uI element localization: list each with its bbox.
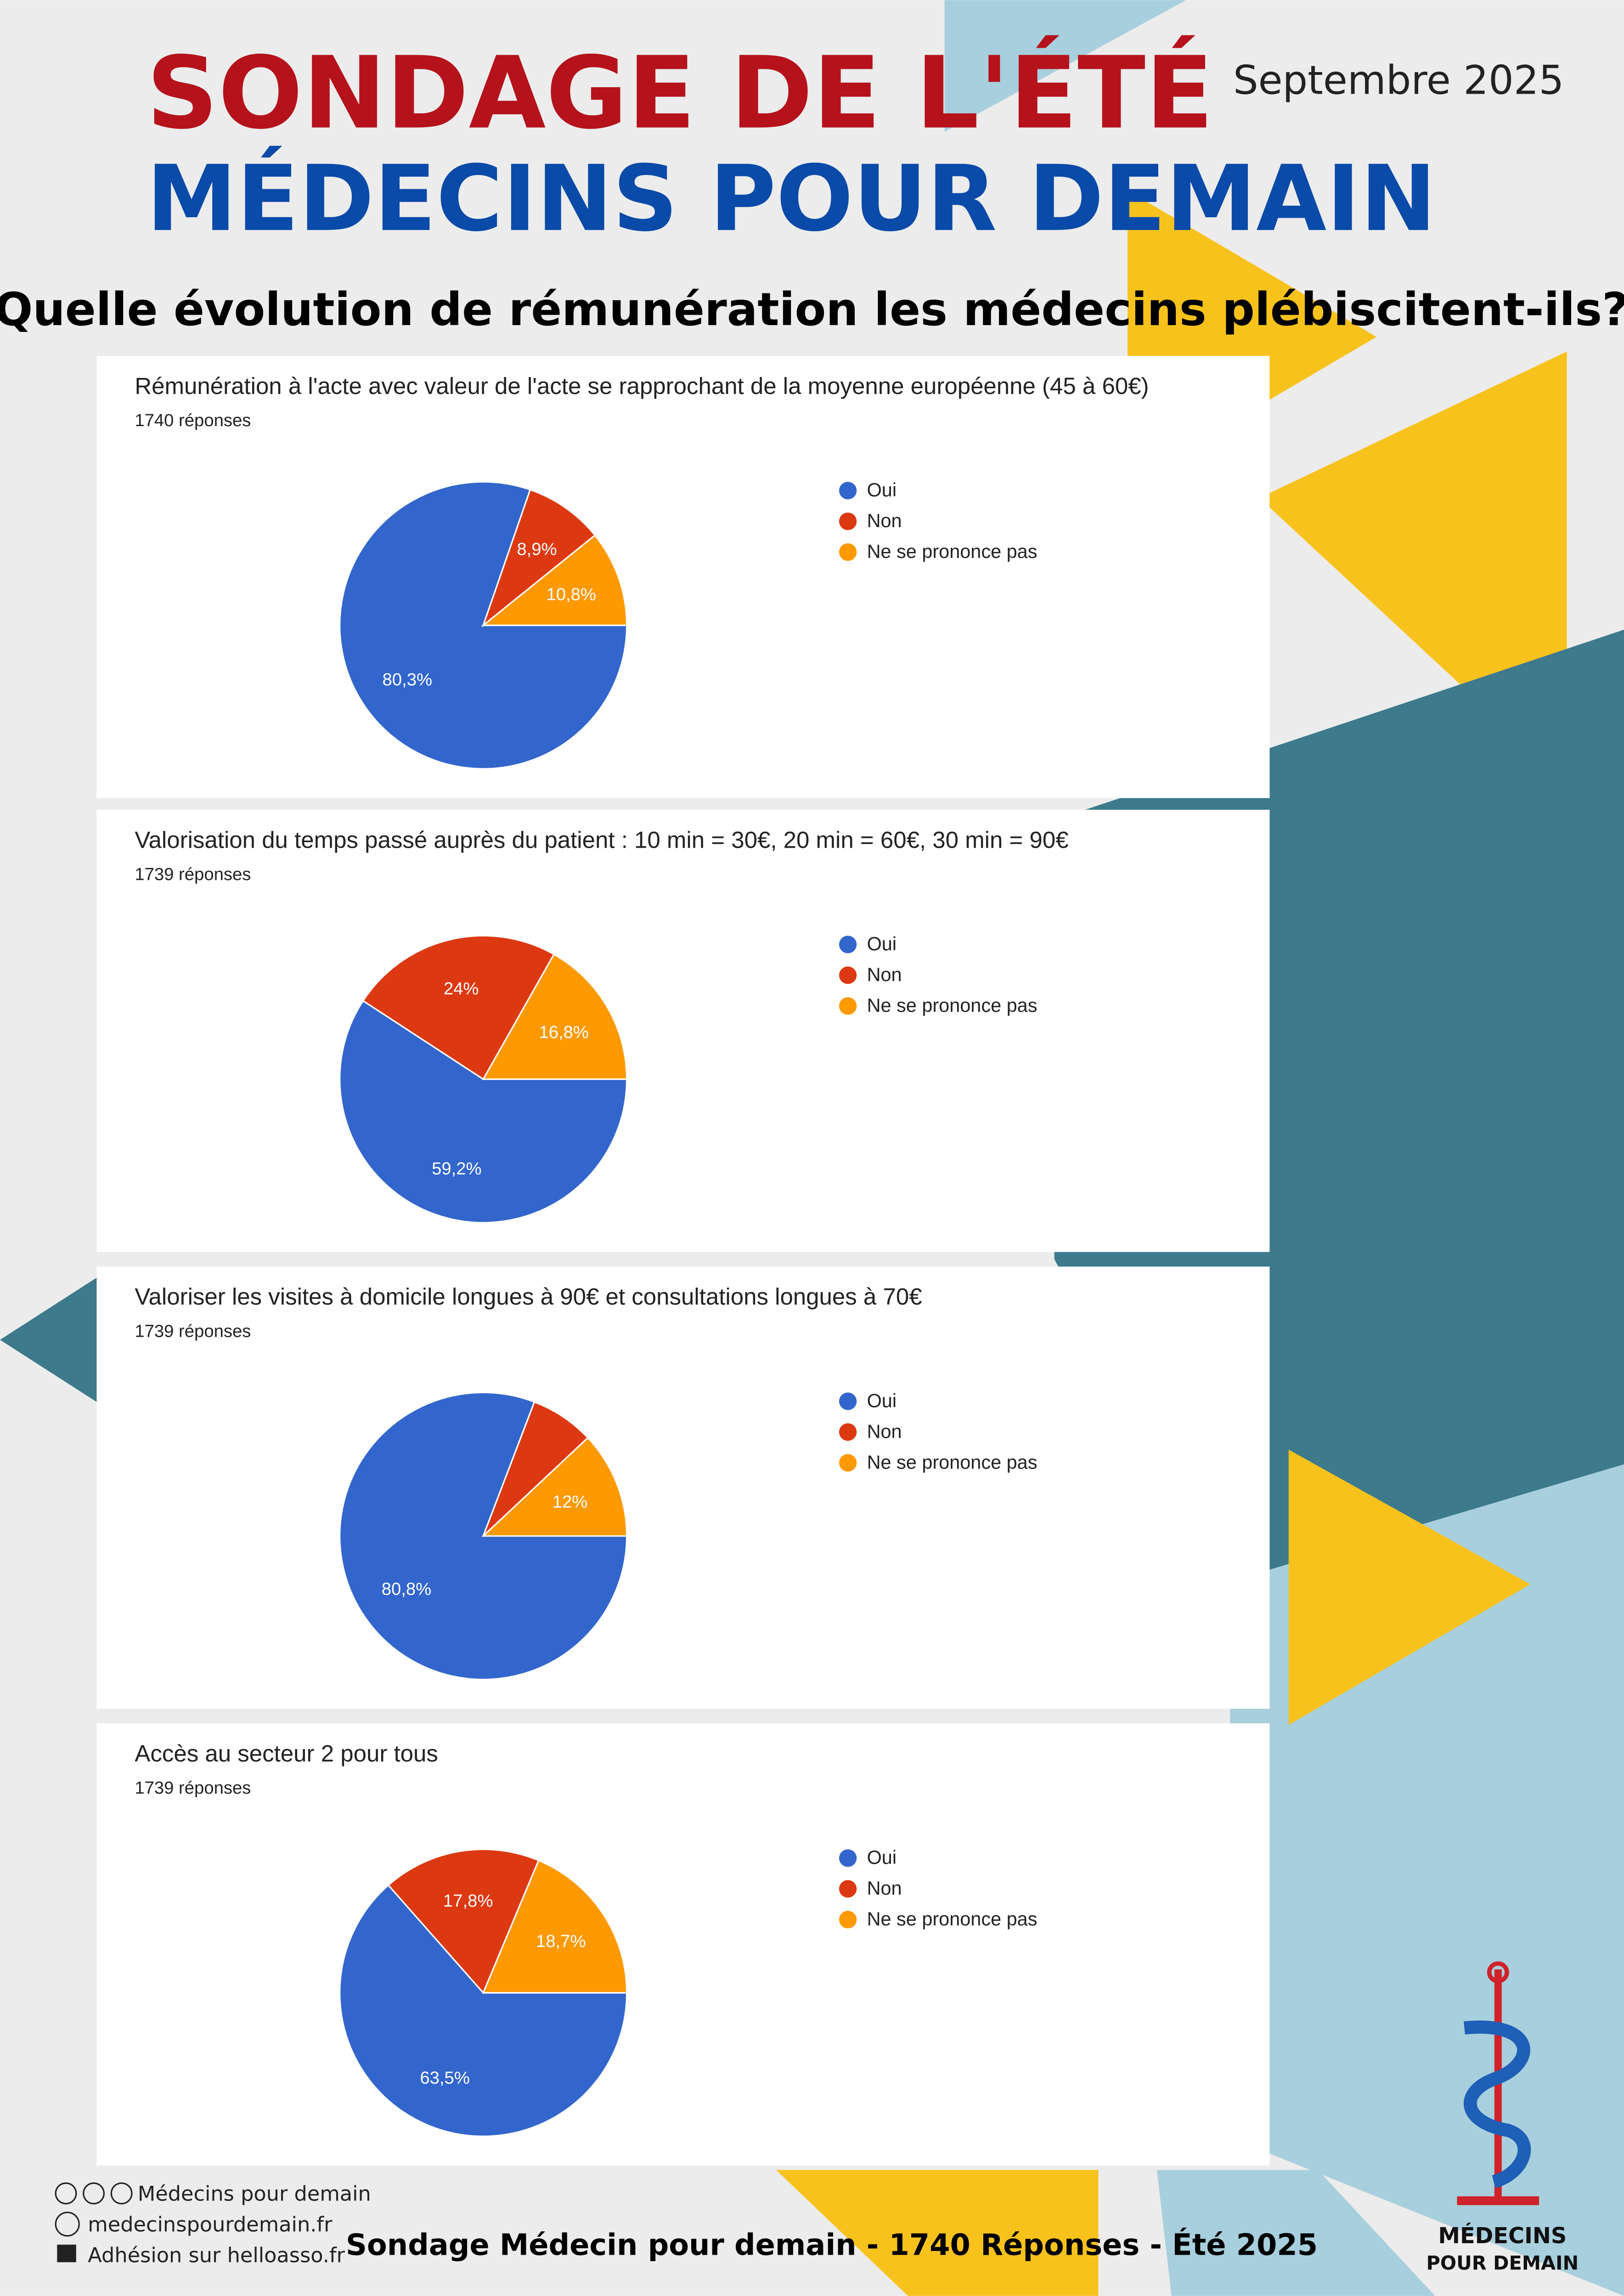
legend-swatch	[839, 512, 857, 530]
decor	[776, 2170, 1099, 2296]
legend-label: Ne se prononce pas	[867, 994, 1038, 1016]
legend-swatch	[839, 966, 857, 984]
legend-label: Non	[867, 964, 902, 985]
value-label: 24%	[444, 979, 479, 999]
icon	[110, 2182, 133, 2205]
logo-snake	[1463, 2020, 1531, 2188]
pie-slice	[339, 1000, 628, 1224]
logo-text: POUR DEMAIN	[1427, 2252, 1579, 2274]
value-label: 17,8%	[443, 1891, 493, 1911]
icon	[83, 2182, 105, 2205]
membership: Adhésion sur helloasso.fr	[88, 2243, 345, 2267]
decor	[0, 1274, 103, 1406]
logo	[1487, 1961, 1509, 1984]
legend-swatch	[839, 1911, 857, 1929]
value-label: 18,7%	[536, 1931, 586, 1951]
legend-swatch	[839, 997, 857, 1015]
decor	[1156, 2170, 1435, 2296]
chart-card: Rémunération à l'acte avec valeur de l'a…	[96, 356, 1270, 798]
title-line1: SONDAGE DE L'ÉTÉ	[147, 35, 1213, 152]
pie-slice	[482, 1859, 628, 1994]
pie-slice	[481, 1436, 628, 1537]
legend-label: Oui	[867, 1390, 897, 1411]
chart-subtitle: 1739 réponses	[135, 1778, 251, 1798]
legend-swatch	[839, 543, 857, 561]
chart-card: Valorisation du temps passé auprès du pa…	[96, 810, 1270, 1252]
value-label: 63,5%	[420, 2068, 469, 2088]
legend-swatch	[839, 1423, 857, 1441]
pie-slice	[481, 534, 628, 626]
question: Quelle évolution de rémunération les méd…	[0, 283, 1624, 336]
legend-label: Ne se prononce pas	[867, 1451, 1038, 1473]
legend-label: Non	[867, 510, 902, 531]
value-label: 8,9%	[517, 539, 557, 559]
legend-swatch	[839, 482, 857, 500]
decor	[1288, 1449, 1530, 1725]
pie-slice	[339, 481, 628, 770]
value-label: 12%	[553, 1492, 588, 1512]
decor	[944, 0, 1186, 132]
chart-subtitle: 1739 réponses	[135, 865, 251, 884]
legend-swatch	[839, 1849, 857, 1867]
legend-swatch	[839, 935, 857, 953]
footer: Médecins pour demain medecinspourdemain.…	[55, 1961, 1579, 2274]
social: Médecins pour demain	[138, 2182, 371, 2206]
logo	[1457, 2196, 1539, 2206]
legend-swatch	[839, 1880, 857, 1898]
pie-slice	[482, 1401, 589, 1537]
value-label: 80,3%	[383, 670, 432, 689]
legend-label: Ne se prononce pas	[867, 1908, 1038, 1930]
legend-swatch	[839, 1392, 857, 1410]
icon	[57, 2245, 76, 2262]
legend-label: Ne se prononce pas	[867, 540, 1038, 562]
value-label: 10,8%	[546, 585, 596, 604]
card	[96, 1266, 1270, 1709]
legend-label: Oui	[867, 1846, 897, 1868]
pie-slice	[362, 935, 555, 1080]
date: Septembre 2025	[1233, 57, 1564, 103]
chart-subtitle: 1739 réponses	[135, 1321, 251, 1341]
website: medecinspourdemain.fr	[88, 2212, 333, 2236]
legend-label: Oui	[867, 479, 897, 501]
legend-label: Non	[867, 1420, 902, 1442]
value-label: 16,8%	[539, 1023, 588, 1042]
chart-subtitle: 1740 réponses	[135, 411, 251, 430]
chart-title: Valorisation du temps passé auprès du pa…	[135, 827, 1068, 853]
logo-text: MÉDECINS	[1438, 2223, 1567, 2249]
chart-card: Valoriser les visites à domicile longues…	[96, 1266, 1270, 1709]
pie-slice	[339, 1884, 628, 2137]
chart-title: Accès au secteur 2 pour tous	[135, 1740, 438, 1767]
icon	[55, 2182, 77, 2205]
legend-label: Non	[867, 1877, 902, 1899]
summary: Sondage Médecin pour demain - 1740 Répon…	[346, 2227, 1318, 2262]
icon	[55, 2212, 80, 2237]
chart-card: Accès au secteur 2 pour tous 1739 réponse…	[96, 1723, 1270, 2166]
pie-slice	[482, 953, 628, 1080]
card	[96, 1723, 1270, 2166]
card	[96, 810, 1270, 1252]
value-label: 59,2%	[432, 1159, 481, 1179]
title-line2: MÉDECINS POUR DEMAIN	[147, 146, 1436, 252]
chart-title: Rémunération à l'acte avec valeur de l'a…	[135, 373, 1149, 399]
value-label: 80,8%	[382, 1579, 431, 1599]
legend-label: Oui	[867, 933, 897, 955]
pie-slice	[481, 489, 596, 628]
card	[96, 356, 1270, 798]
pie-slice	[387, 1848, 540, 1994]
legend-swatch	[839, 1454, 857, 1472]
chart-title: Valoriser les visites à domicile longues…	[135, 1283, 922, 1310]
